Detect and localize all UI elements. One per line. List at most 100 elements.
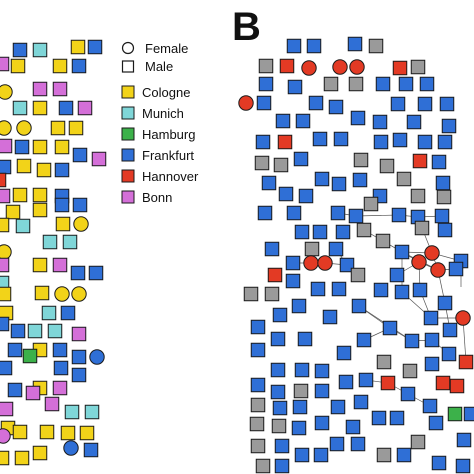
panel-b-male-frankfurt <box>434 208 450 224</box>
panel-b-male-frankfurt <box>417 134 433 150</box>
legend: Female Male Cologne Munich Hamburg Frank… <box>121 41 199 205</box>
panel-b-male-frankfurt <box>373 134 389 150</box>
panel-a-female-frankfurt <box>63 440 79 456</box>
panel-b-male-frankfurt <box>448 261 464 277</box>
panel-a-male-frankfurt <box>71 367 87 383</box>
panel-a-male-bonn <box>71 326 87 342</box>
panel-b-male-frankfurt <box>463 406 474 422</box>
panel-b-male-frankfurt <box>291 420 307 436</box>
panel-b-male-unaffiliated <box>348 76 364 92</box>
panel-b-male-frankfurt <box>441 346 457 362</box>
panel-b-female-hannover <box>301 60 317 76</box>
panel-a-female-cologne <box>71 286 87 302</box>
panel-b-male-frankfurt <box>424 356 440 372</box>
panel-b-male-frankfurt <box>439 96 455 112</box>
panel-b-male-hannover <box>458 354 474 370</box>
panel-b-female-hannover <box>238 95 254 111</box>
legend-munich-label: Munich <box>142 106 184 121</box>
panel-b-female-hannover <box>430 262 446 278</box>
panel-a-male-bonn <box>0 138 13 154</box>
panel-b-male-hannover <box>392 60 408 76</box>
panel-b-male-unaffiliated <box>250 438 266 454</box>
panel-b-male-frankfurt <box>270 331 286 347</box>
panel-b-male-frankfurt <box>258 76 274 92</box>
panel-b-female-hannover <box>411 254 427 270</box>
panel-a-male-frankfurt <box>12 42 28 58</box>
panel-a-male-cologne <box>32 202 48 218</box>
panel-b-male-frankfurt <box>350 110 366 126</box>
panel-a-male-cologne <box>16 158 32 174</box>
panel-b-male-hannover <box>277 134 293 150</box>
panel-b-male-frankfurt <box>291 298 307 314</box>
panel-b-male-frankfurt <box>358 372 374 388</box>
panel-a-male-bonn <box>0 401 14 417</box>
panel-a-male-frankfurt <box>53 360 69 376</box>
panel-b-male-frankfurt <box>331 281 347 297</box>
panel-a-male-frankfurt <box>71 349 87 365</box>
panel-b-male-frankfurt <box>347 36 363 52</box>
panel-b-male-frankfurt <box>394 244 410 260</box>
panel-b-male-frankfurt <box>338 374 354 390</box>
panel-b-male-frankfurt <box>255 134 271 150</box>
panel-b-male-frankfurt <box>250 342 266 358</box>
panel-b-male-frankfurt <box>330 205 346 221</box>
panel-a-male-bonn <box>25 385 41 401</box>
panel-b-male-unaffiliated <box>356 222 372 238</box>
legend-female-symbol <box>121 41 135 55</box>
panel-a-male-bonn <box>0 188 11 204</box>
panel-b-male-unaffiliated <box>258 58 274 74</box>
panel-a-female-cologne <box>54 286 70 302</box>
panel-b-male-frankfurt <box>294 362 310 378</box>
panel-b-male-unaffiliated <box>243 286 259 302</box>
panel-b-male-hamburg <box>447 406 463 422</box>
panel-b-male-frankfurt <box>373 282 389 298</box>
panel-b-male-hannover <box>435 375 451 391</box>
panel-a-male-frankfurt <box>10 323 26 339</box>
panel-a-male-cologne <box>36 162 52 178</box>
panel-a-female-cologne <box>0 244 12 260</box>
panel-a-male-cologne <box>55 216 71 232</box>
panel-b-male-frankfurt <box>294 447 310 463</box>
panel-a-male-hamburg <box>22 348 38 364</box>
panel-a-male-frankfurt <box>7 382 23 398</box>
panel-a-male-cologne <box>32 139 48 155</box>
legend-munich-swatch <box>121 106 135 120</box>
panel-a-male-frankfurt <box>70 265 86 281</box>
panel-a-male-frankfurt <box>71 58 87 74</box>
panel-a-male-cologne <box>0 217 10 233</box>
panel-b-male-frankfurt <box>437 222 453 238</box>
panel-b-male-frankfurt <box>382 320 398 336</box>
panel-b-male-frankfurt <box>270 362 286 378</box>
panel-b-male-frankfurt <box>270 384 286 400</box>
panel-b-male-frankfurt <box>398 76 414 92</box>
panel-b-male-frankfurt <box>308 95 324 111</box>
panel-b-male-frankfurt <box>422 398 438 414</box>
panel-b-male-frankfurt <box>351 298 367 314</box>
panel-a-male-bonn <box>0 257 10 273</box>
panel-b-male-frankfurt <box>310 281 326 297</box>
panel-b-male-unaffiliated <box>376 447 392 463</box>
panel-a-male-munich <box>32 42 48 58</box>
panel-b-male-frankfurt <box>261 175 277 191</box>
legend-female-label: Female <box>145 41 188 56</box>
panel-b-male-frankfurt <box>456 432 472 448</box>
panel-b-male-frankfurt <box>292 399 308 415</box>
panel-a-male-munich <box>84 404 100 420</box>
panel-b-male-frankfurt <box>294 224 310 240</box>
panel-b-male-unaffiliated <box>271 418 287 434</box>
panel-b-male-frankfurt <box>423 310 439 326</box>
panel-a-female-cologne <box>0 84 13 100</box>
panel-b-male-frankfurt <box>312 224 328 240</box>
panel-b-male-frankfurt <box>328 241 344 257</box>
panel-b-male-frankfurt <box>345 419 361 435</box>
panel-b-male-unaffiliated <box>436 189 452 205</box>
panel-b-pedigree-nodes <box>238 36 474 474</box>
panel-b-male-frankfurt <box>275 113 291 129</box>
panel-a-male-bonn <box>52 81 68 97</box>
panel-a-male-munich <box>27 323 43 339</box>
panel-b-male-unaffiliated <box>376 354 392 370</box>
panel-b-male-frankfurt <box>287 79 303 95</box>
panel-b-male-frankfurt <box>298 188 314 204</box>
panel-b-male-frankfurt <box>314 383 330 399</box>
